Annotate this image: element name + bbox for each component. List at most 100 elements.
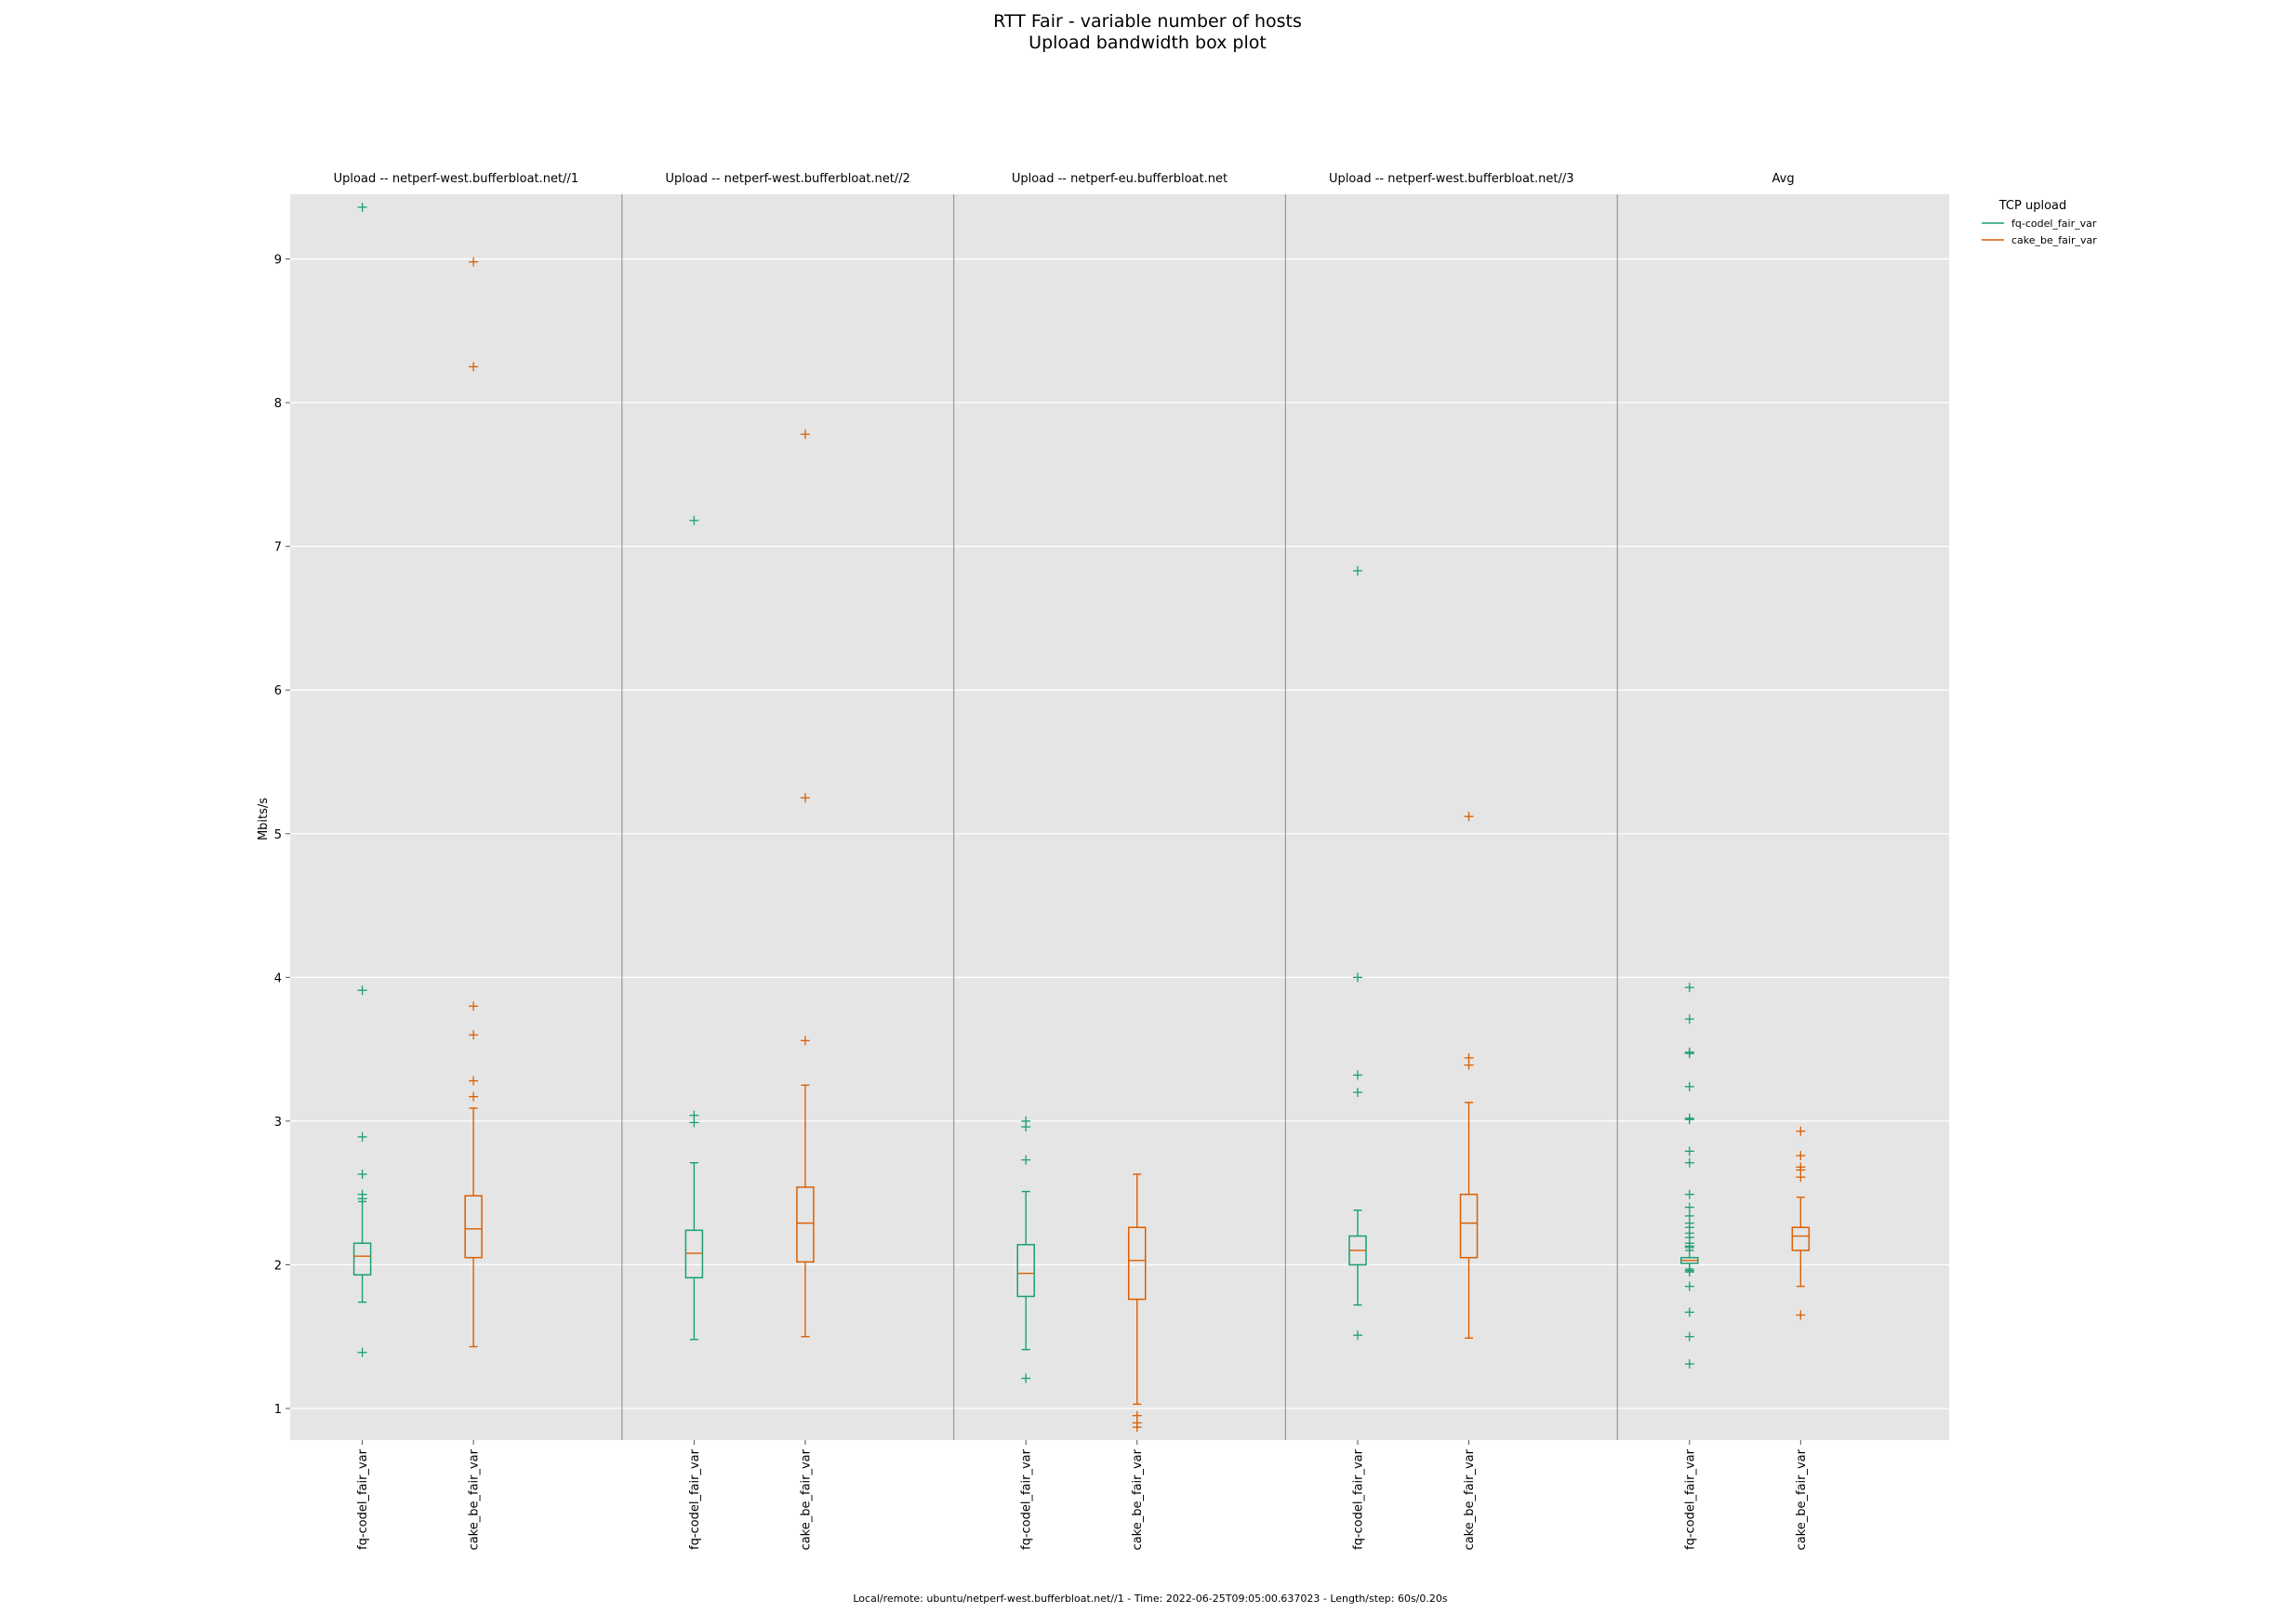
- x-tick-label: cake_be_fair_var: [468, 1448, 482, 1550]
- outlier-point: [1353, 565, 1363, 575]
- plot-background: [290, 194, 1949, 1440]
- outlier-point: [357, 1347, 367, 1357]
- x-tick-label: fq-codel_fair_var: [1352, 1448, 1366, 1550]
- box-iqr: [1459, 1193, 1479, 1259]
- panel-title: Upload -- netperf-eu.bufferbloat.net: [1012, 172, 1228, 186]
- panel-title: Upload -- netperf-west.bufferbloat.net//…: [334, 172, 579, 186]
- outlier-point: [469, 1001, 479, 1011]
- outlier-point: [1132, 1422, 1142, 1433]
- box-fq-codel_fair_var: [1016, 1116, 1035, 1383]
- outlier-point: [800, 1036, 810, 1046]
- outlier-point: [1684, 1189, 1694, 1199]
- y-axis-label: Mbits/s: [257, 798, 271, 840]
- outlier-point: [1684, 1049, 1694, 1059]
- x-tick-label: cake_be_fair_var: [799, 1448, 813, 1550]
- y-tick-label: 5: [274, 828, 282, 842]
- outlier-point: [469, 362, 479, 372]
- box-cake_be_fair_var: [464, 257, 483, 1348]
- x-tick-label: fq-codel_fair_var: [1020, 1448, 1034, 1550]
- outlier-point: [1684, 1281, 1694, 1291]
- outlier-point: [357, 1194, 367, 1204]
- outlier-point: [1353, 1070, 1363, 1080]
- x-tick-label: cake_be_fair_var: [1131, 1448, 1145, 1550]
- outlier-point: [469, 1076, 479, 1086]
- outlier-point: [1796, 1150, 1806, 1160]
- y-tick-label: 3: [274, 1116, 282, 1130]
- outlier-point: [1796, 1310, 1806, 1320]
- outlier-point: [1684, 1202, 1694, 1212]
- outlier-point: [1353, 1087, 1363, 1097]
- outlier-point: [1684, 1267, 1694, 1277]
- x-tick-label: cake_be_fair_var: [1795, 1448, 1809, 1550]
- outlier-point: [1684, 1242, 1694, 1252]
- y-tick-label: 9: [274, 254, 282, 268]
- y-tick-label: 4: [274, 972, 282, 985]
- x-tick-label: fq-codel_fair_var: [356, 1448, 370, 1550]
- panel-title: Avg: [1772, 172, 1795, 186]
- outlier-point: [469, 1091, 479, 1102]
- y-tick-label: 6: [274, 684, 282, 698]
- box-iqr: [796, 1186, 815, 1263]
- outlier-point: [1353, 972, 1363, 983]
- box-fq-codel_fair_var: [684, 515, 704, 1341]
- box-cake_be_fair_var: [796, 430, 815, 1338]
- outlier-point: [1684, 1146, 1694, 1157]
- outlier-point: [1796, 1126, 1806, 1136]
- outlier-point: [1021, 1122, 1031, 1132]
- outlier-point: [1684, 1359, 1694, 1369]
- box-cake_be_fair_var: [1791, 1126, 1811, 1320]
- plot-area: 1 2 3 4 5 6 7 8 9 Upload -- netperf-west.bufferbl…: [274, 172, 1949, 1550]
- box-iqr: [464, 1195, 483, 1259]
- legend-title: TCP upload: [1998, 199, 2067, 213]
- chart-title: RTT Fair - variable number of hosts: [993, 11, 1302, 32]
- outlier-point: [689, 515, 699, 525]
- x-tick-label: fq-codel_fair_var: [688, 1448, 702, 1550]
- outlier-point: [1684, 1014, 1694, 1025]
- outlier-point: [1684, 1331, 1694, 1342]
- legend-entry-fq-codel: fq-codel_fair_var: [2011, 218, 2097, 230]
- outlier-point: [357, 985, 367, 996]
- outlier-point: [689, 1117, 699, 1128]
- legend: TCP upload fq-codel_fair_var cake_be_fai…: [1982, 199, 2097, 246]
- chart-subtitle: Upload bandwidth box plot: [1029, 33, 1267, 53]
- box-iqr: [1127, 1226, 1147, 1301]
- box-fq-codel_fair_var: [1680, 983, 1699, 1369]
- y-tick-label: 2: [274, 1259, 282, 1273]
- box-iqr: [1791, 1226, 1811, 1251]
- outlier-point: [1684, 1115, 1694, 1125]
- outlier-point: [1353, 1330, 1363, 1341]
- legend-entry-cake-be: cake_be_fair_var: [2011, 234, 2097, 246]
- panel-title: Upload -- netperf-west.bufferbloat.net//…: [1329, 172, 1574, 186]
- outlier-point: [1464, 812, 1474, 822]
- outlier-point: [800, 793, 810, 803]
- outlier-point: [1684, 983, 1694, 993]
- outlier-point: [800, 430, 810, 440]
- box-cake_be_fair_var: [1127, 1173, 1147, 1433]
- y-tick-label: 7: [274, 541, 282, 555]
- outlier-point: [357, 1170, 367, 1180]
- footer-text: Local/remote: ubuntu/netperf-west.buffer…: [853, 1593, 1448, 1605]
- y-tick-label: 8: [274, 397, 282, 411]
- y-tick-label: 1: [274, 1403, 282, 1417]
- outlier-point: [357, 202, 367, 212]
- box-iqr: [684, 1229, 704, 1279]
- outlier-point: [1021, 1155, 1031, 1165]
- outlier-point: [1021, 1373, 1031, 1383]
- x-tick-label: cake_be_fair_var: [1463, 1448, 1477, 1550]
- outlier-point: [469, 1030, 479, 1040]
- outlier-point: [1684, 1307, 1694, 1317]
- outlier-point: [469, 257, 479, 267]
- box-cake_be_fair_var: [1459, 812, 1479, 1339]
- outlier-point: [357, 1131, 367, 1142]
- panel-title: Upload -- netperf-west.bufferbloat.net//…: [665, 172, 910, 186]
- outlier-point: [1464, 1060, 1474, 1070]
- box-iqr: [1016, 1244, 1035, 1298]
- outlier-point: [1796, 1172, 1806, 1183]
- outlier-point: [1684, 1081, 1694, 1091]
- box-fq-codel_fair_var: [1348, 565, 1367, 1341]
- box-iqr: [352, 1242, 372, 1276]
- box-fq-codel_fair_var: [352, 202, 372, 1357]
- x-tick-label: fq-codel_fair_var: [1683, 1448, 1697, 1550]
- outlier-point: [1684, 1157, 1694, 1168]
